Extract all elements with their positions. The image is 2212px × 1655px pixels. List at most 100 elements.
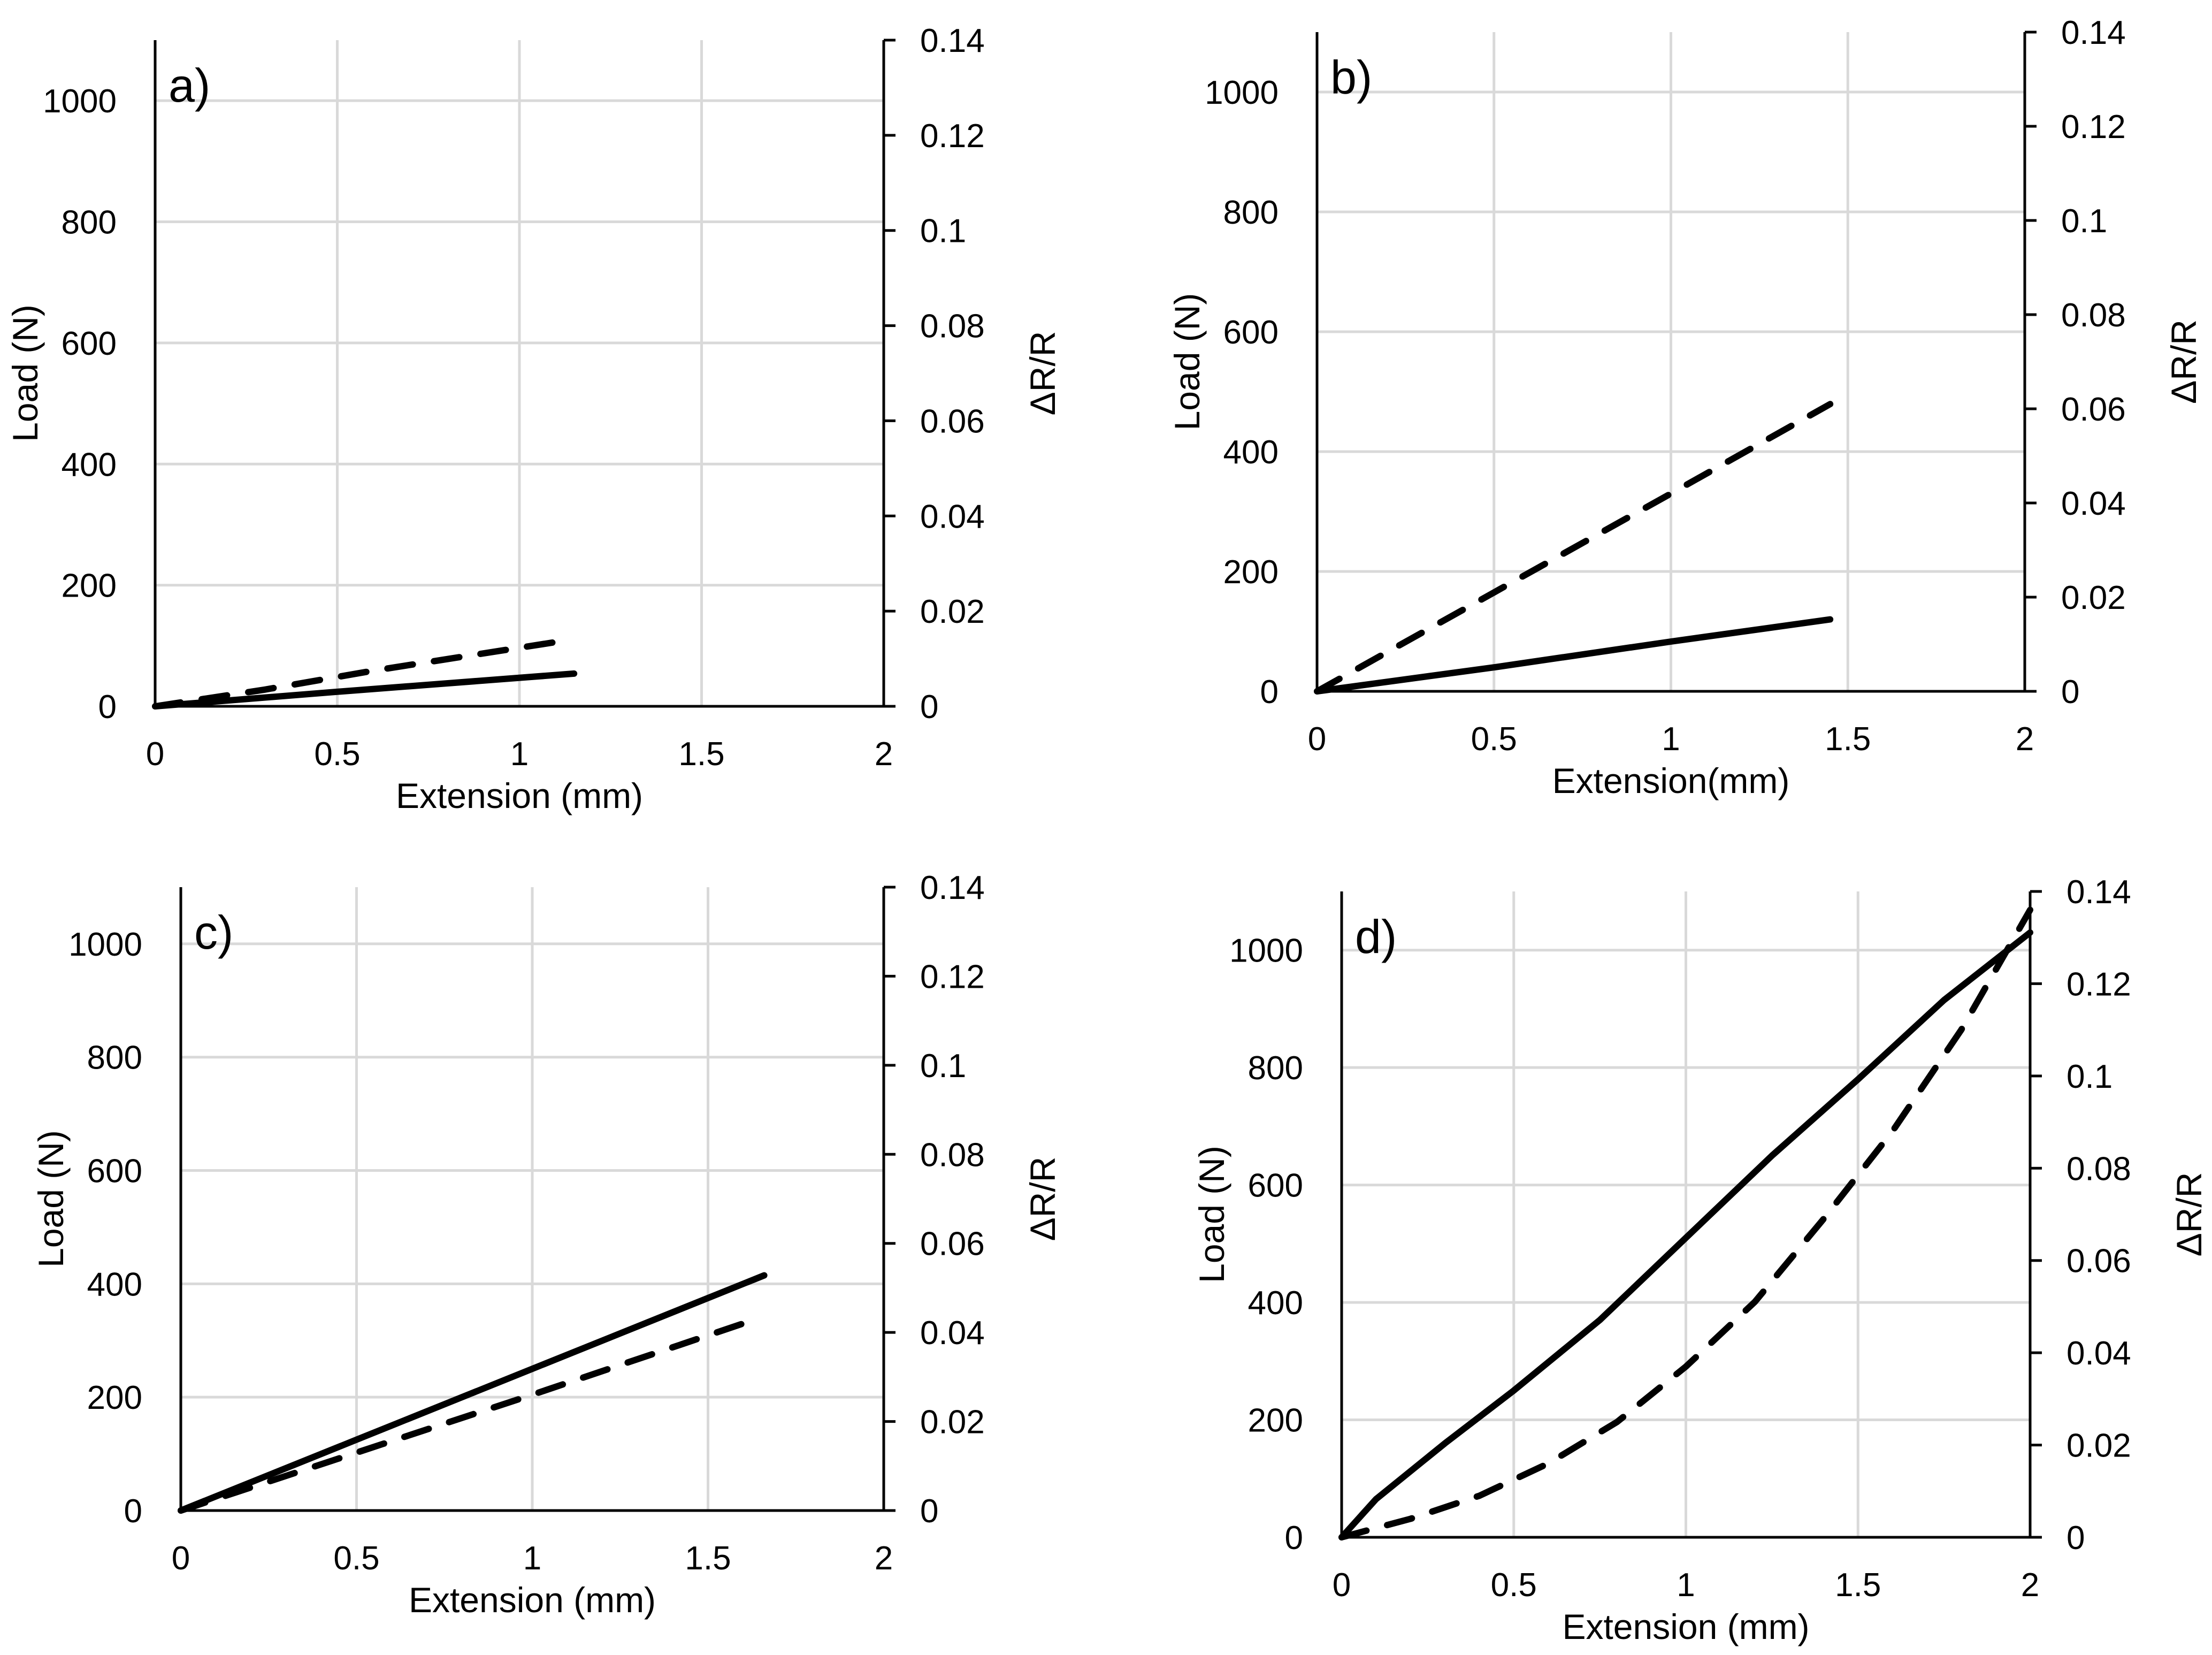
series-line-resistance bbox=[1338, 906, 2033, 1540]
y-tick-label: 0 bbox=[1260, 674, 1279, 711]
x-tick-label: 0.5 bbox=[314, 736, 360, 773]
y2-tick-label: 0.06 bbox=[2061, 391, 2126, 428]
y-tick-label: 200 bbox=[62, 568, 117, 605]
y2-tick-label: 0 bbox=[920, 1493, 938, 1530]
x-tick-label: 0 bbox=[1308, 721, 1326, 758]
x-tick-label: 1.5 bbox=[1835, 1567, 1881, 1604]
panel-label: c) bbox=[194, 906, 233, 959]
y2-tick-label: 0 bbox=[2066, 1520, 2085, 1557]
y-tick-label: 1000 bbox=[1205, 74, 1279, 111]
x-tick-label: 1.5 bbox=[685, 1540, 731, 1577]
y2-tick-label: 0.14 bbox=[2061, 14, 2126, 51]
x-tick-label: 0.5 bbox=[1471, 721, 1517, 758]
y2-tick-label: 0.08 bbox=[2066, 1150, 2131, 1187]
y2-tick-label: 0.14 bbox=[920, 22, 985, 59]
series-line-load bbox=[152, 670, 578, 710]
y-tick-label: 0 bbox=[98, 689, 117, 726]
x-tick-label: 2 bbox=[875, 736, 893, 773]
x-axis-title: Extension (mm) bbox=[396, 776, 643, 815]
y-tick-label: 0 bbox=[124, 1493, 142, 1530]
x-axis-title: Extension (mm) bbox=[409, 1580, 656, 1620]
y-axis-title: Load (N) bbox=[1192, 1146, 1231, 1283]
y-axis-title: Load (N) bbox=[1167, 293, 1207, 431]
y-tick-label: 600 bbox=[87, 1153, 142, 1190]
x-tick-label: 1.5 bbox=[1825, 721, 1871, 758]
x-tick-label: 1 bbox=[1677, 1567, 1695, 1604]
x-tick-label: 1.5 bbox=[678, 736, 724, 773]
x-tick-label: 1 bbox=[523, 1540, 541, 1577]
y-tick-label: 400 bbox=[87, 1266, 142, 1303]
y2-axis-title: ΔR/R bbox=[1023, 331, 1062, 416]
y-tick-label: 1000 bbox=[68, 926, 142, 963]
y2-tick-label: 0.08 bbox=[920, 308, 985, 345]
y-tick-label: 400 bbox=[1248, 1285, 1303, 1322]
y-tick-label: 800 bbox=[1248, 1050, 1303, 1087]
y2-tick-label: 0.1 bbox=[2061, 203, 2107, 240]
series-line-load bbox=[178, 1272, 768, 1514]
y2-tick-label: 0 bbox=[920, 689, 938, 726]
y2-axis-title: ΔR/R bbox=[2164, 319, 2203, 404]
x-tick-label: 0.5 bbox=[333, 1540, 379, 1577]
y2-tick-label: 0.04 bbox=[2061, 485, 2126, 522]
y2-tick-label: 0.02 bbox=[2066, 1428, 2131, 1465]
x-axis-title: Extension (mm) bbox=[1562, 1607, 1809, 1646]
panel-label: a) bbox=[169, 59, 210, 112]
y2-tick-label: 0.02 bbox=[920, 593, 985, 630]
series-line-load bbox=[1314, 616, 1834, 695]
y2-tick-label: 0.1 bbox=[920, 1048, 966, 1085]
x-axis-title: Extension(mm) bbox=[1552, 761, 1790, 800]
y-tick-label: 600 bbox=[62, 325, 117, 362]
x-tick-label: 0 bbox=[172, 1540, 190, 1577]
y2-tick-label: 0.12 bbox=[2066, 966, 2131, 1003]
y2-tick-label: 0.14 bbox=[920, 870, 985, 906]
y2-tick-label: 0.1 bbox=[2066, 1058, 2113, 1095]
y2-tick-label: 0.12 bbox=[920, 958, 985, 995]
y-tick-label: 800 bbox=[62, 204, 117, 241]
y-tick-label: 1000 bbox=[43, 83, 117, 120]
chart-panel-c: 0 0.02 0.04 0.06 0.08 0.1 0.12 0.14 0 200 400 600 80… bbox=[31, 870, 1062, 1620]
y2-tick-label: 0.06 bbox=[2066, 1243, 2131, 1280]
panel-label: d) bbox=[1355, 910, 1397, 963]
panel-label: b) bbox=[1330, 51, 1372, 104]
y2-tick-label: 0.14 bbox=[2066, 874, 2131, 911]
y2-tick-label: 0.04 bbox=[2066, 1335, 2131, 1372]
x-tick-label: 0.5 bbox=[1491, 1567, 1537, 1604]
x-tick-label: 1 bbox=[1662, 721, 1680, 758]
y2-tick-label: 0.04 bbox=[920, 1315, 985, 1352]
chart-panel-a: 0 0.02 0.04 0.06 0.08 0.1 0.12 0.14 0 200 400 600 80… bbox=[5, 22, 1062, 815]
y-tick-label: 600 bbox=[1248, 1168, 1303, 1204]
series-line-resistance bbox=[1314, 401, 1834, 695]
y-tick-label: 400 bbox=[62, 446, 117, 483]
y2-tick-label: 0.1 bbox=[920, 213, 966, 250]
series-line-load bbox=[1338, 929, 2033, 1540]
y-axis-title: Load (N) bbox=[31, 1130, 71, 1268]
y-tick-label: 200 bbox=[1248, 1402, 1303, 1439]
y2-tick-label: 0.06 bbox=[920, 403, 985, 440]
y2-tick-label: 0.08 bbox=[2061, 297, 2126, 334]
y2-tick-label: 0.02 bbox=[920, 1404, 985, 1441]
y2-axis-title: ΔR/R bbox=[2169, 1172, 2209, 1257]
y2-tick-label: 0.08 bbox=[920, 1137, 985, 1173]
y-tick-label: 200 bbox=[1223, 554, 1279, 591]
y2-tick-label: 0 bbox=[2061, 674, 2079, 711]
y-tick-label: 600 bbox=[1223, 314, 1279, 351]
y-tick-label: 1000 bbox=[1229, 933, 1303, 970]
y2-tick-label: 0.06 bbox=[920, 1226, 985, 1263]
y2-tick-label: 0.12 bbox=[920, 118, 985, 155]
chart-panel-b: 0 0.02 0.04 0.06 0.08 0.1 0.12 0.14 0 200 400 600 80… bbox=[1167, 14, 2203, 800]
x-tick-label: 2 bbox=[875, 1540, 893, 1577]
y-tick-label: 400 bbox=[1223, 434, 1279, 471]
x-tick-label: 0 bbox=[146, 736, 164, 773]
y-tick-label: 0 bbox=[1285, 1520, 1303, 1557]
y2-axis-title: ΔR/R bbox=[1023, 1157, 1062, 1241]
x-tick-label: 0 bbox=[1333, 1567, 1351, 1604]
y-tick-label: 200 bbox=[87, 1379, 142, 1416]
x-tick-label: 2 bbox=[2021, 1567, 2039, 1604]
x-tick-label: 2 bbox=[2016, 721, 2034, 758]
y2-tick-label: 0.04 bbox=[920, 498, 985, 535]
y2-tick-label: 0.02 bbox=[2061, 579, 2126, 616]
series-line-resistance bbox=[178, 1320, 747, 1514]
chart-panel-d: 0 0.02 0.04 0.06 0.08 0.1 0.12 0.14 0 200 400 600 80… bbox=[1192, 874, 2209, 1646]
series-line-resistance bbox=[152, 638, 560, 710]
